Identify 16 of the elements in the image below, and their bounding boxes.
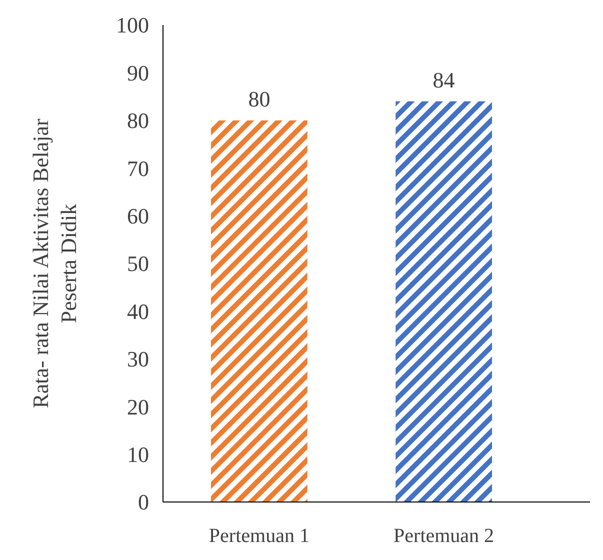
y-tick-label: 50 [127, 251, 149, 276]
y-axis-title: Rata- rata Nilai Aktivitas Belajar Peserta Didik [28, 118, 81, 408]
y-tick-label: 20 [127, 394, 149, 420]
data-label: 84 [432, 67, 455, 92]
x-tick-label: Pertemuan 1 [208, 525, 310, 547]
x-tick-label: Pertemuan 2 [394, 525, 494, 547]
y-tick-label: 80 [127, 108, 149, 134]
y-tick-label: 90 [127, 60, 149, 86]
y-tick-label: 70 [127, 156, 149, 181]
y-tick-label: 100 [116, 12, 149, 38]
y-tick-label: 60 [127, 204, 149, 228]
y-tick-label: 10 [127, 442, 149, 467]
y-tick-label: 0 [138, 490, 149, 515]
y-tick-label: 30 [127, 346, 149, 372]
data-label: 80 [248, 86, 270, 112]
y-tick-label: 40 [127, 298, 149, 324]
